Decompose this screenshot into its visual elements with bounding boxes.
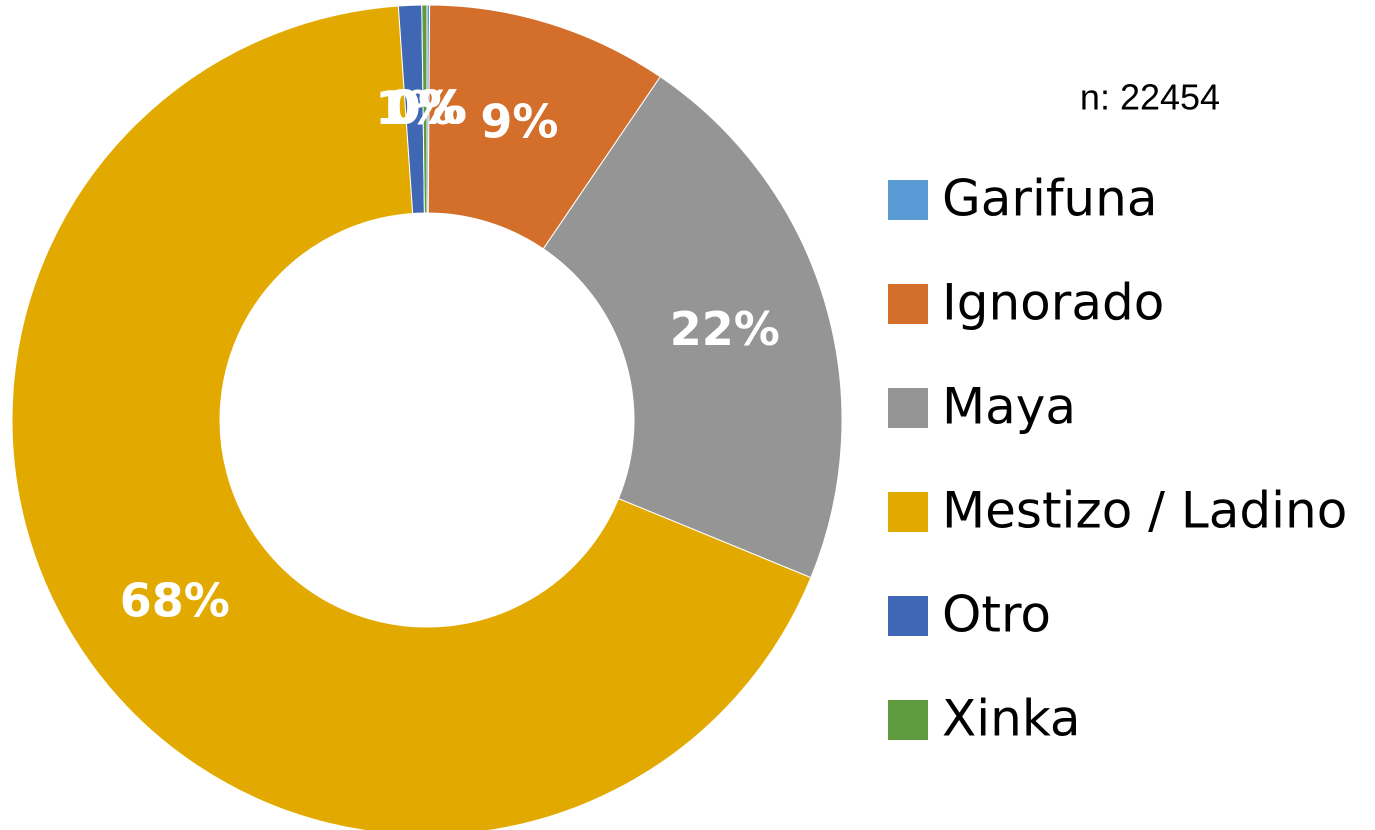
donut-slice: [542, 76, 843, 579]
legend-swatch: [888, 700, 928, 740]
legend-label: Ignorado: [942, 274, 1164, 332]
legend-label: Otro: [942, 586, 1051, 644]
donut-slice: [421, 4, 428, 214]
legend-swatch: [888, 388, 928, 428]
legend-swatch: [888, 492, 928, 532]
legend-label: Garifuna: [942, 170, 1157, 228]
legend-label: Maya: [942, 378, 1076, 436]
data-label: 0%: [386, 81, 464, 135]
annotation: n: 22454: [1080, 77, 1220, 118]
data-label: 9%: [480, 95, 558, 149]
data-label: 0%: [389, 81, 467, 135]
legend-label: Mestizo / Ladino: [942, 482, 1347, 540]
data-label: 22%: [670, 302, 780, 356]
data-label: 1%: [375, 81, 453, 135]
donut-slice: [11, 5, 812, 830]
legend-swatch: [888, 596, 928, 636]
legend-label: Xinka: [942, 690, 1081, 748]
data-label: 68%: [120, 574, 230, 628]
legend-swatch: [888, 180, 928, 220]
legend-swatch: [888, 284, 928, 324]
